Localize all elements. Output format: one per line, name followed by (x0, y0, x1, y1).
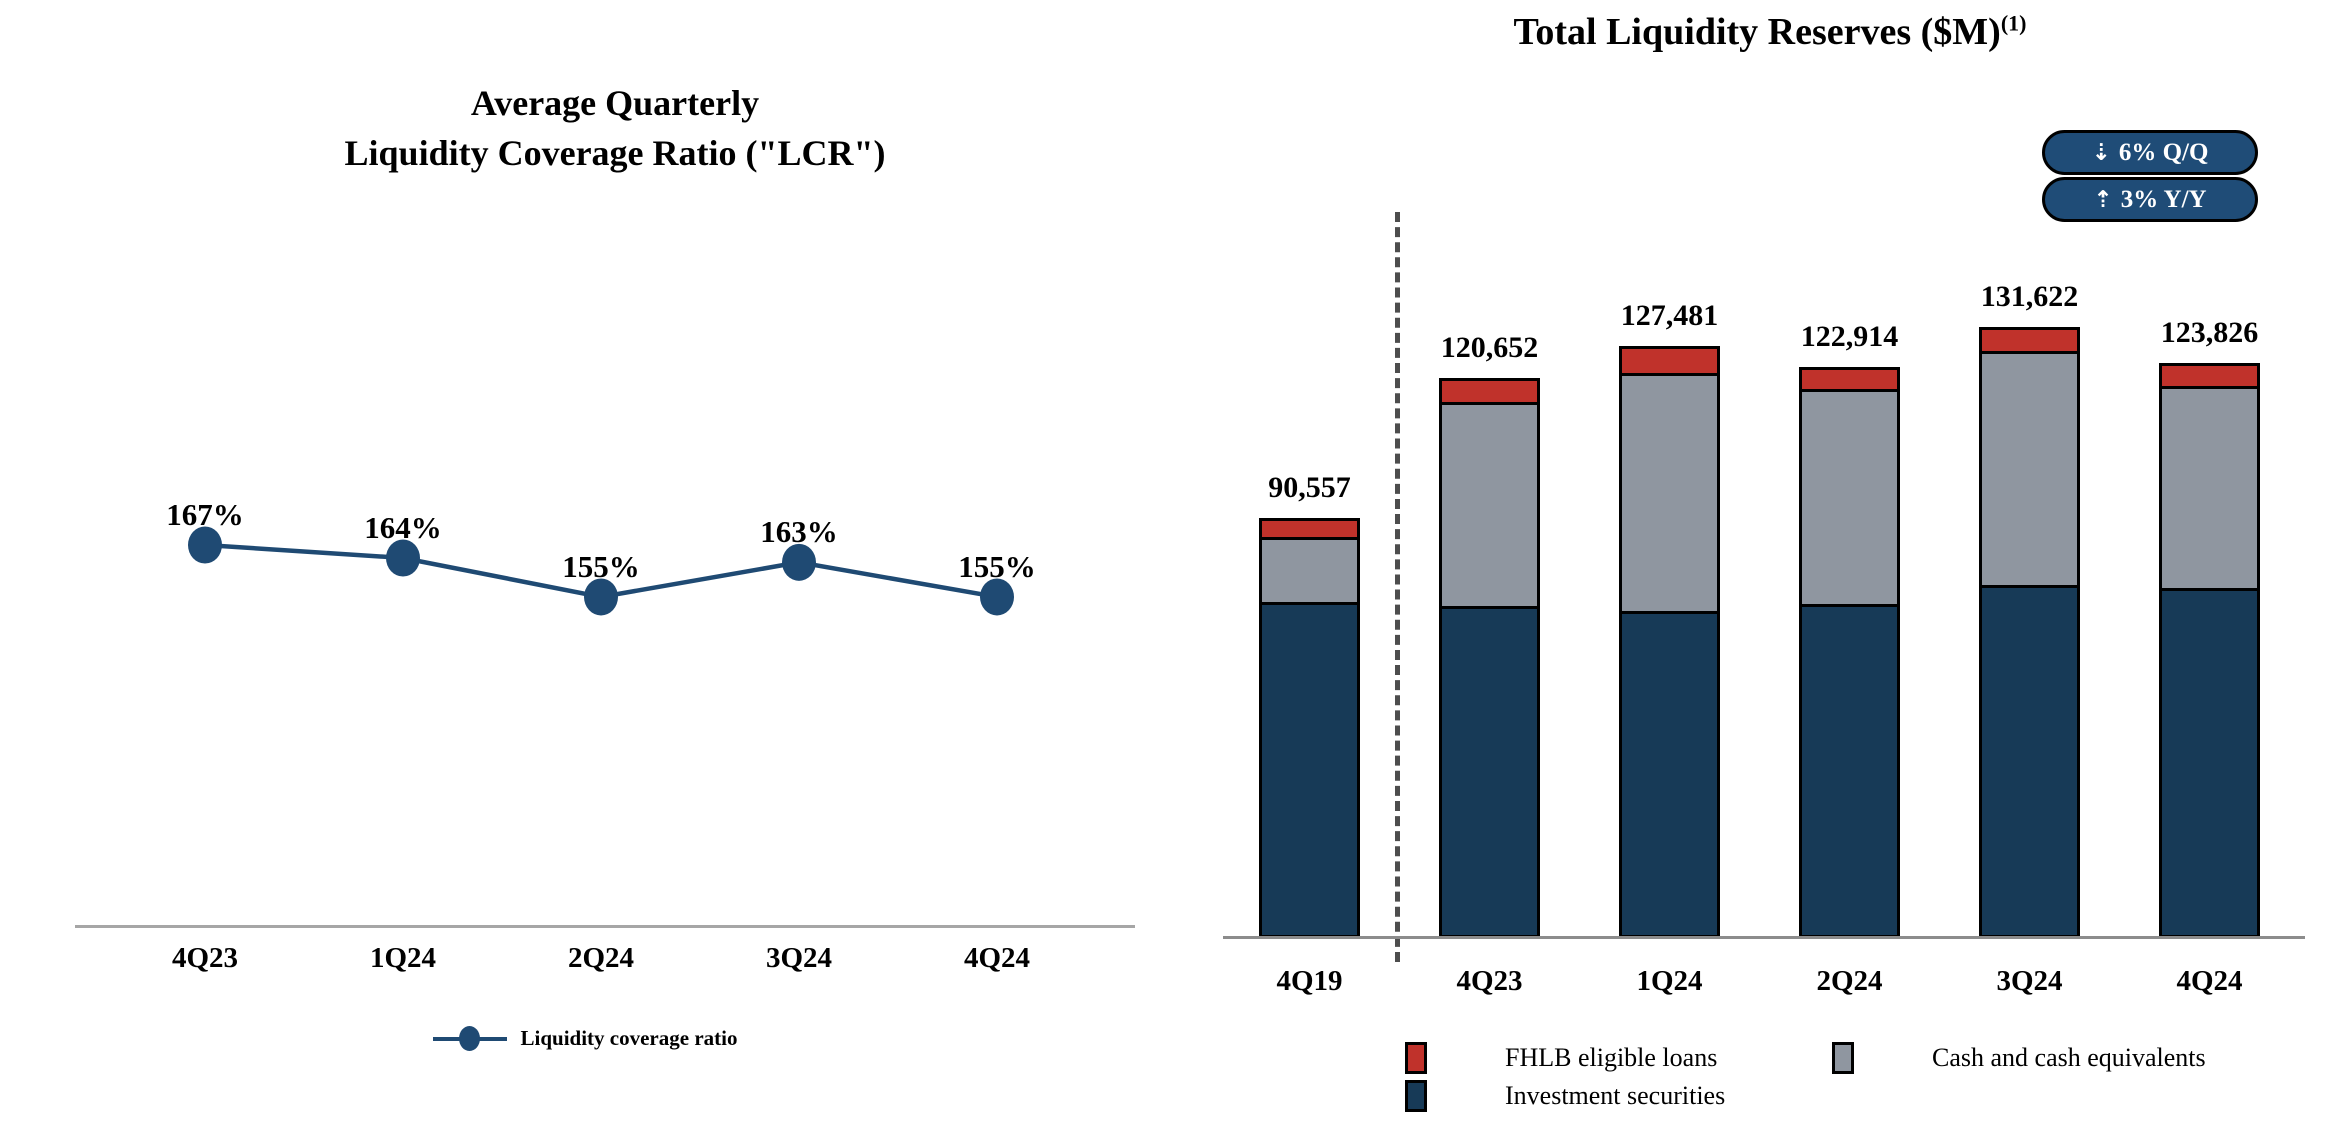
period-separator-dashed-line (1395, 212, 1400, 962)
segment-cash-and-cash-equivalents (2162, 389, 2257, 591)
legend-label-investment: Investment securities (1505, 1081, 1726, 1110)
data-point-1Q24 (386, 539, 420, 577)
data-point-2Q24 (584, 578, 618, 616)
point-value-label: 163% (760, 514, 838, 550)
segment-fhlb-eligible-loans (1982, 330, 2077, 354)
data-point-4Q23 (188, 526, 222, 564)
stacked-bar-4Q24 (2159, 363, 2260, 938)
bar-total-label: 131,622 (1980, 280, 2079, 313)
point-value-label: 155% (958, 548, 1036, 584)
legend-label-cash: Cash and cash equivalents (1932, 1043, 2206, 1072)
x-axis-tick-label: 3Q24 (1996, 965, 2063, 997)
badge-qoq-label: 6% Q/Q (2118, 138, 2209, 166)
segment-investment-securities (1802, 607, 1897, 935)
lcr-chart-title-line2: Liquidity Coverage Ratio ("LCR") (344, 133, 886, 173)
bar-total-label: 123,826 (2160, 316, 2259, 349)
bar-total-label: 90,557 (1268, 471, 1351, 504)
bar-total-label: 120,652 (1440, 331, 1539, 364)
reserves-x-axis-line (1223, 936, 2305, 939)
badge-qoq-change: ⇣ 6% Q/Q (2042, 130, 2258, 175)
segment-investment-securities (2162, 591, 2257, 935)
stacked-bar-4Q23 (1439, 378, 1540, 938)
x-axis-tick-label: 4Q23 (171, 942, 239, 974)
x-axis-tick-label: 1Q24 (1636, 965, 1703, 997)
stacked-bar-3Q24 (1979, 327, 2080, 938)
segment-cash-and-cash-equivalents (1262, 540, 1357, 605)
reserves-chart-title: Total Liquidity Reserves ($M)(1) (1250, 10, 2290, 54)
badge-yoy-change: ⇡ 3% Y/Y (2042, 177, 2258, 222)
x-axis-tick-label: 4Q23 (1456, 965, 1523, 997)
data-point-3Q24 (782, 543, 816, 581)
footnote-marker: (1) (2000, 10, 2027, 36)
segment-cash-and-cash-equivalents (1802, 392, 1897, 607)
segment-investment-securities (1982, 588, 2077, 935)
segment-investment-securities (1262, 605, 1357, 935)
segment-fhlb-eligible-loans (1622, 349, 1717, 376)
segment-fhlb-eligible-loans (1802, 370, 1897, 392)
segment-fhlb-eligible-loans (2162, 366, 2257, 389)
x-axis-tick-label: 1Q24 (369, 942, 437, 974)
arrow-down-icon: ⇣ (2091, 139, 2111, 166)
segment-cash-and-cash-equivalents (1622, 376, 1717, 614)
bar-total-label: 127,481 (1620, 299, 1719, 332)
segment-investment-securities (1622, 614, 1717, 935)
stacked-bar-2Q24 (1799, 367, 1900, 938)
point-value-label: 164% (364, 509, 442, 545)
point-value-label: 155% (562, 548, 640, 584)
x-axis-tick-label: 2Q24 (1816, 965, 1883, 997)
badge-yoy-label: 3% Y/Y (2120, 185, 2207, 213)
lcr-legend: Liquidity coverage ratio (0, 1026, 1170, 1051)
x-axis-tick-label: 4Q19 (1276, 965, 1343, 997)
x-axis-tick-label: 3Q24 (765, 942, 833, 974)
fhlb-swatch-icon (1405, 1042, 1427, 1074)
x-axis-tick-label: 2Q24 (567, 942, 635, 974)
arrow-up-icon: ⇡ (2093, 186, 2113, 213)
bar-total-label: 122,914 (1800, 320, 1899, 353)
x-axis-tick-label: 4Q24 (2176, 965, 2243, 997)
legend-item-cash: Cash and cash equivalents (1832, 1040, 2206, 1076)
segment-fhlb-eligible-loans (1442, 381, 1537, 405)
lcr-x-axis-line (75, 925, 1135, 928)
point-value-label: 167% (166, 497, 244, 532)
segment-fhlb-eligible-loans (1262, 521, 1357, 540)
cash-swatch-icon (1832, 1042, 1854, 1074)
stacked-bar-1Q24 (1619, 346, 1720, 938)
legend-item-investment: Investment securities (1405, 1078, 1725, 1114)
segment-investment-securities (1442, 609, 1537, 935)
legend-label-fhlb: FHLB eligible loans (1505, 1043, 1718, 1072)
reserves-chart-title-text: Total Liquidity Reserves ($M) (1513, 11, 2001, 53)
segment-cash-and-cash-equivalents (1982, 354, 2077, 588)
investment-swatch-icon (1405, 1080, 1427, 1112)
segment-cash-and-cash-equivalents (1442, 405, 1537, 609)
stacked-bar-4Q19 (1259, 518, 1360, 938)
lcr-legend-label: Liquidity coverage ratio (520, 1026, 738, 1050)
data-point-4Q24 (980, 578, 1014, 616)
x-axis-tick-label: 4Q24 (963, 942, 1031, 974)
line-marker-icon (432, 1026, 507, 1051)
lcr-chart-title: Average Quarterly Liquidity Coverage Rat… (70, 78, 1160, 178)
lcr-chart-title-line1: Average Quarterly (470, 83, 760, 123)
legend-item-fhlb: FHLB eligible loans (1405, 1040, 1717, 1076)
lcr-line-chart (188, 526, 1014, 616)
line-marker-dot-icon (459, 1026, 480, 1051)
